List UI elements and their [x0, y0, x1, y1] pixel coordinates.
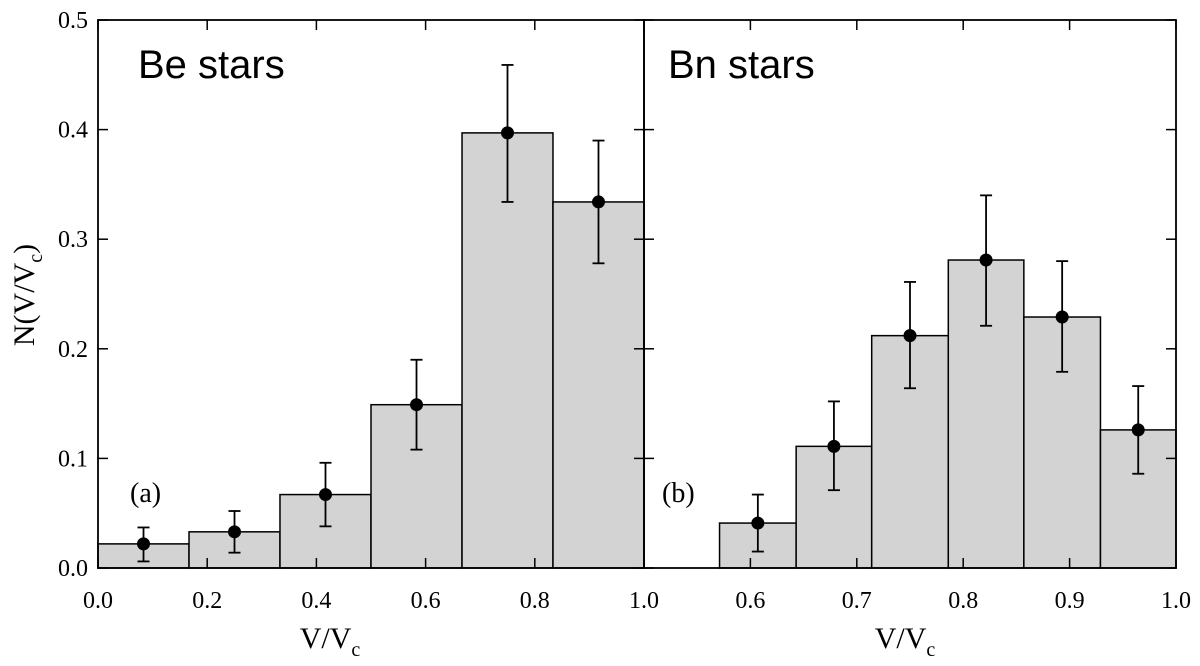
- x-tick-label-a-1: 0.2: [192, 588, 222, 614]
- data-point-a-1: [228, 525, 241, 539]
- plot-layer: 0.0 0.2 0.4 0.6 0.8 1.0 0.0 0.1 0.2 0.3 0.4 0.5 0.6 0…: [58, 8, 1191, 614]
- data-point-a-0: [137, 537, 151, 551]
- x-axis-label-a-sub: c: [351, 639, 360, 661]
- x-tick-label-a-5: 1.0: [629, 588, 659, 614]
- x-tick-label-b-0: 0.6: [735, 588, 765, 614]
- data-point-b-2: [903, 329, 917, 343]
- y-axis-label: N(V/Vc): [8, 244, 47, 346]
- data-point-a-5: [591, 195, 605, 209]
- y-tick-label-4: 0.4: [58, 118, 88, 144]
- panel-a-title: Be stars: [138, 43, 285, 87]
- bar-a-4: [461, 132, 554, 569]
- y-tick-label-0: 0.0: [58, 556, 88, 582]
- data-point-a-3: [410, 398, 424, 412]
- x-tick-label-b-1: 0.7: [842, 588, 872, 614]
- x-tick-label-b-2: 0.8: [948, 588, 978, 614]
- data-point-b-4: [1055, 310, 1069, 324]
- x-axis-label-a-main: V/V: [300, 622, 352, 655]
- y-tick-label-2: 0.2: [58, 337, 88, 363]
- panel-b-label: (b): [662, 478, 695, 509]
- x-tick-label-a-3: 0.6: [411, 588, 441, 614]
- x-tick-label-b-3: 0.9: [1055, 588, 1085, 614]
- plot-frame-b: [643, 19, 1177, 569]
- y-tick-label-5: 0.5: [58, 8, 88, 34]
- x-tick-label-a-0: 0.0: [83, 588, 113, 614]
- data-point-b-3: [979, 253, 993, 267]
- x-axis-label-b-main: V/V: [875, 622, 927, 655]
- data-point-a-2: [318, 488, 332, 502]
- x-axis-label-b: V/Vc: [875, 622, 936, 661]
- panel-a-label: (a): [130, 478, 161, 509]
- y-axis-label-close: ): [8, 244, 41, 254]
- y-axis-label-main: N(V/V: [8, 262, 41, 346]
- x-axis-label-b-sub: c: [926, 639, 935, 661]
- data-point-b-1: [827, 439, 841, 453]
- y-tick-label-3: 0.3: [58, 227, 88, 253]
- x-tick-label-b-4: 1.0: [1161, 588, 1191, 614]
- x-tick-label-a-2: 0.4: [301, 588, 331, 614]
- y-tick-label-1: 0.1: [58, 446, 88, 472]
- x-axis-label-a: V/Vc: [300, 622, 361, 661]
- data-point-b-5: [1131, 423, 1145, 437]
- data-point-b-0: [751, 516, 765, 530]
- panel-b-title: Bn stars: [668, 43, 815, 87]
- x-tick-label-a-4: 0.8: [520, 588, 550, 614]
- data-point-a-4: [501, 126, 514, 140]
- y-axis-label-sub: c: [25, 254, 47, 263]
